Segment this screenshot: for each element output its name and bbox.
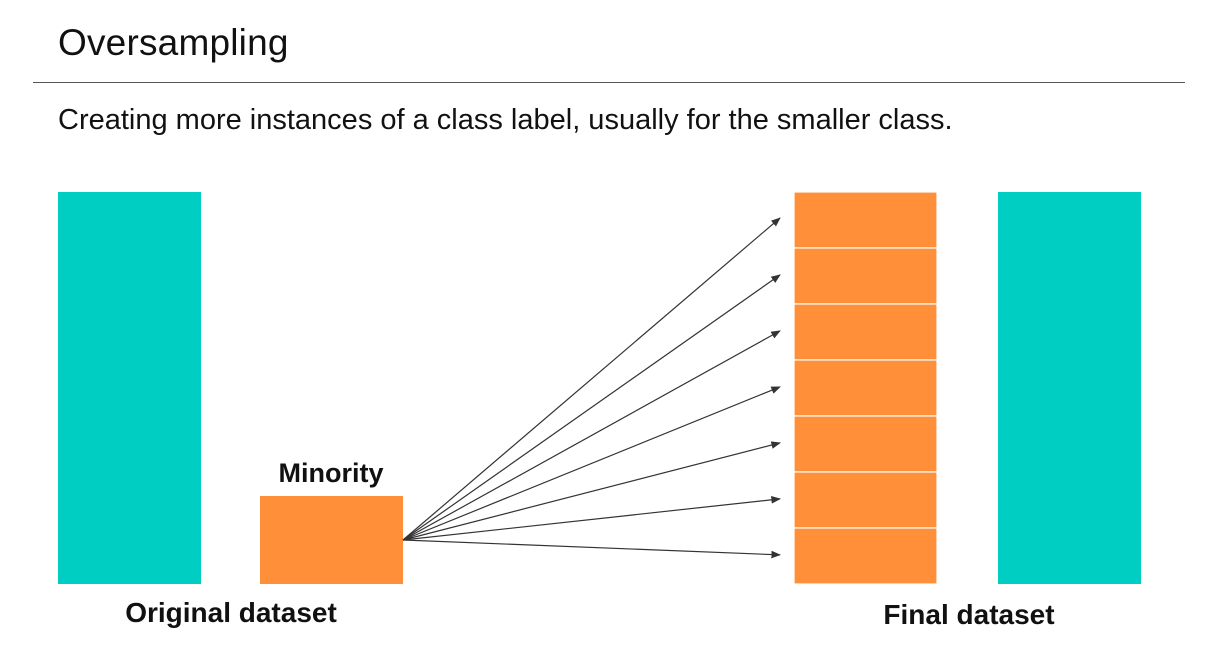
oversampling-arrow: [402, 441, 781, 541]
final-dataset-label: Final dataset: [883, 599, 1054, 630]
original-minority-bar: [260, 496, 403, 584]
final-minority-copy: [793, 415, 938, 473]
final-minority-copy: [793, 359, 938, 417]
final-minority-copy: [793, 191, 938, 249]
oversampling-arrow: [402, 386, 781, 541]
final-minority-stack: [793, 191, 938, 585]
final-majority-bar: [998, 192, 1141, 584]
oversampling-arrow: [402, 495, 781, 541]
original-majority-bar: [58, 192, 201, 584]
oversampling-arrow: [402, 539, 781, 559]
title-divider: [33, 82, 1185, 83]
oversampling-arrows: [402, 217, 781, 559]
oversampling-arrow: [402, 217, 781, 541]
original-dataset-label: Original dataset: [125, 597, 337, 628]
final-minority-copy: [793, 303, 938, 361]
final-minority-copy: [793, 247, 938, 305]
slide-subtitle: Creating more instances of a class label…: [58, 104, 953, 136]
minority-label: Minority: [279, 458, 384, 488]
oversampling-arrow: [402, 274, 781, 541]
slide-title: Oversampling: [58, 22, 289, 63]
final-minority-copy: [793, 527, 938, 585]
oversampling-arrow: [402, 330, 781, 541]
final-minority-copy: [793, 471, 938, 529]
